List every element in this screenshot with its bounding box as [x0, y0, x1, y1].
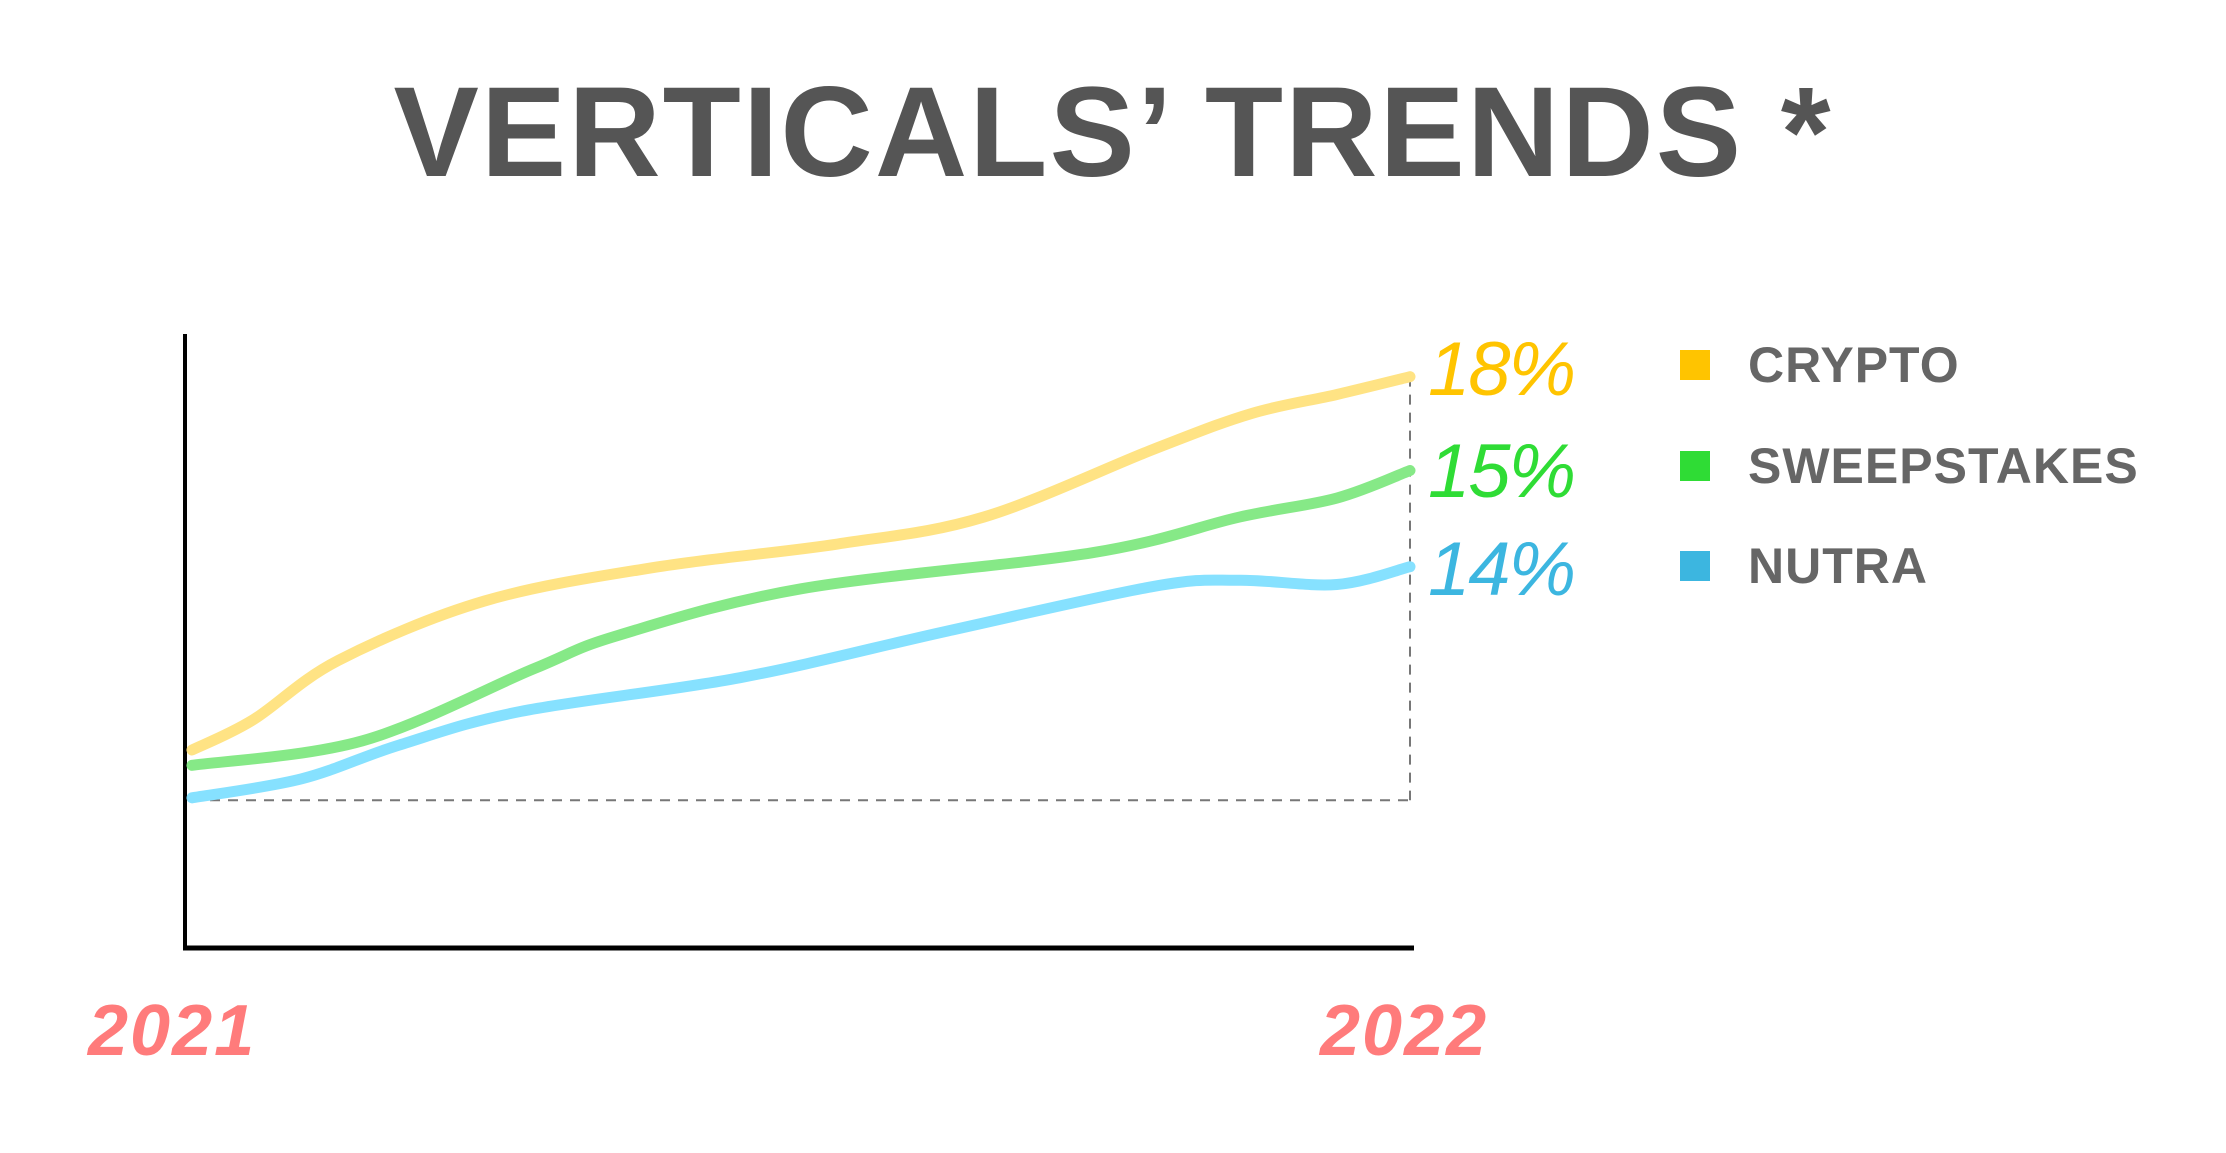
- x-tick-label-2021: 2021: [88, 991, 257, 1071]
- nutra-end-label: 14%: [1428, 527, 1576, 612]
- legend-item-nutra: NUTRA: [1680, 537, 1928, 595]
- legend-item-crypto: CRYPTO: [1680, 336, 1960, 394]
- legend-swatch: [1680, 551, 1710, 581]
- x-tick-label-2022: 2022: [1320, 991, 1489, 1071]
- legend-item-sweepstakes: SWEEPSTAKES: [1680, 437, 2139, 495]
- sweepstakes-end-label: 15%: [1428, 429, 1576, 514]
- series-line-crypto: [186, 371, 1416, 756]
- legend-swatch: [1680, 451, 1710, 481]
- legend-label: NUTRA: [1748, 538, 1928, 594]
- series-line-nutra: [186, 561, 1416, 804]
- chart-title: VERTICALS’ TRENDS *: [393, 61, 1833, 204]
- legend-swatch: [1680, 350, 1710, 380]
- series-line-sweepstakes: [186, 464, 1416, 771]
- legend-label: CRYPTO: [1748, 337, 1960, 393]
- legend-label: SWEEPSTAKES: [1748, 438, 2139, 494]
- crypto-end-label: 18%: [1428, 327, 1576, 412]
